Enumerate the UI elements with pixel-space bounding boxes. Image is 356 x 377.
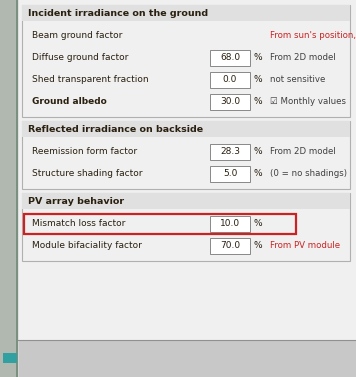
Text: 68.0: 68.0	[220, 54, 240, 63]
Text: %: %	[254, 98, 263, 106]
Text: Reemission form factor: Reemission form factor	[32, 147, 137, 156]
Text: From 2D model: From 2D model	[270, 54, 336, 63]
Bar	[22, 193, 350, 209]
Bar	[210, 166, 250, 182]
Text: %: %	[254, 147, 263, 156]
Bar	[3, 353, 17, 363]
Text: From PV module: From PV module	[270, 242, 340, 250]
Text: Incident irradiance on the ground: Incident irradiance on the ground	[28, 9, 208, 17]
Text: Ground albedo: Ground albedo	[32, 98, 107, 106]
Text: Diffuse ground factor: Diffuse ground factor	[32, 54, 129, 63]
Bar	[210, 144, 250, 160]
Text: %: %	[254, 219, 263, 228]
Bar	[210, 216, 250, 232]
Text: From 2D model: From 2D model	[270, 147, 336, 156]
Bar	[210, 50, 250, 66]
Text: ☑ Monthly values: ☑ Monthly values	[270, 98, 346, 106]
Text: 5.0: 5.0	[223, 170, 237, 178]
Text: 70.0: 70.0	[220, 242, 240, 250]
Text: 30.0: 30.0	[220, 98, 240, 106]
Text: Mismatch loss factor: Mismatch loss factor	[32, 219, 125, 228]
Bar	[210, 238, 250, 254]
Text: %: %	[254, 54, 263, 63]
Bar	[210, 72, 250, 88]
Bar	[210, 94, 250, 110]
Text: Beam ground factor: Beam ground factor	[32, 32, 122, 40]
Text: PV array behavior: PV array behavior	[28, 196, 124, 205]
Bar	[18, 340, 356, 377]
Text: 10.0: 10.0	[220, 219, 240, 228]
Text: %: %	[254, 242, 263, 250]
Bar	[22, 5, 350, 117]
Text: Shed transparent fraction: Shed transparent fraction	[32, 75, 148, 84]
Text: Reflected irradiance on backside: Reflected irradiance on backside	[28, 124, 203, 133]
Text: 28.3: 28.3	[220, 147, 240, 156]
Text: Module bifaciality factor: Module bifaciality factor	[32, 242, 142, 250]
Text: %: %	[254, 170, 263, 178]
Bar	[22, 193, 350, 261]
Bar	[0, 0, 18, 377]
Bar	[22, 121, 350, 137]
Bar	[24, 214, 296, 234]
Text: %: %	[254, 75, 263, 84]
Text: From sun's position, 2D model: From sun's position, 2D model	[270, 32, 356, 40]
Bar	[22, 121, 350, 189]
Text: 0.0: 0.0	[223, 75, 237, 84]
Bar	[22, 5, 350, 21]
Text: (0 = no shadings): (0 = no shadings)	[270, 170, 347, 178]
Text: not sensitive: not sensitive	[270, 75, 325, 84]
Text: Structure shading factor: Structure shading factor	[32, 170, 142, 178]
